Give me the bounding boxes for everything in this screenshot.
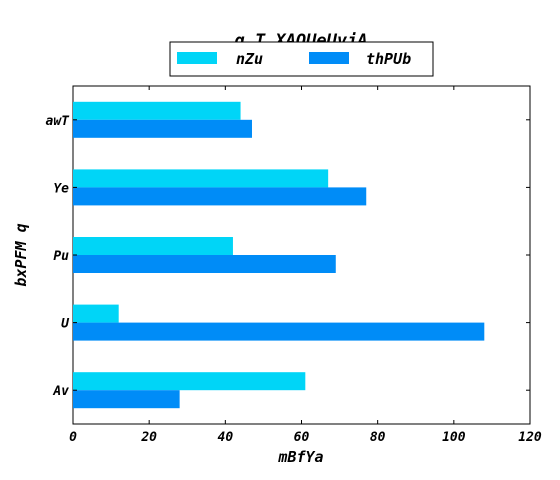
y-tick-label-av: Av bbox=[52, 384, 69, 399]
y-tick-label-u: U bbox=[61, 317, 70, 332]
legend-swatch-thpub bbox=[309, 52, 349, 64]
y-axis-label: bxPFM q bbox=[12, 223, 30, 286]
x-tick-label-40: 40 bbox=[218, 430, 234, 445]
bar-thpub-u bbox=[73, 322, 485, 341]
bar-thpub-ye bbox=[73, 187, 367, 206]
bar-nzu-ye bbox=[73, 169, 329, 188]
bar-nzu-av bbox=[73, 372, 306, 391]
y-tick-label-ye: Ye bbox=[53, 181, 69, 196]
legend-label-thpub: thPUb bbox=[366, 50, 411, 68]
y-tick-label-pu: Pu bbox=[53, 249, 69, 264]
x-axis-label: mBfYa bbox=[277, 448, 323, 466]
x-tick-label-0: 0 bbox=[69, 430, 77, 445]
x-tick-label-20: 20 bbox=[140, 430, 157, 445]
bar-nzu-pu bbox=[73, 237, 233, 255]
x-tick-label-120: 120 bbox=[518, 430, 542, 445]
bar-thpub-awt bbox=[73, 119, 252, 138]
legend: nZu thPUb bbox=[169, 41, 434, 77]
legend-swatch-nzu bbox=[177, 52, 217, 64]
bar-thpub-pu bbox=[73, 255, 336, 273]
bar-thpub-av bbox=[73, 390, 180, 409]
bar-nzu-u bbox=[73, 304, 119, 323]
bars-group bbox=[73, 101, 485, 409]
bar-nzu-awt bbox=[73, 101, 241, 120]
legend-label-nzu: nZu bbox=[236, 50, 263, 68]
x-tick-label-60: 60 bbox=[294, 430, 310, 445]
x-tick-label-100: 100 bbox=[442, 430, 466, 445]
x-tick-label-80: 80 bbox=[370, 430, 386, 445]
ticks-group: Av U Pu Ye awT 0 20 40 60 80 100 120 bbox=[46, 86, 542, 445]
y-tick-label-awt: awT bbox=[46, 114, 71, 129]
